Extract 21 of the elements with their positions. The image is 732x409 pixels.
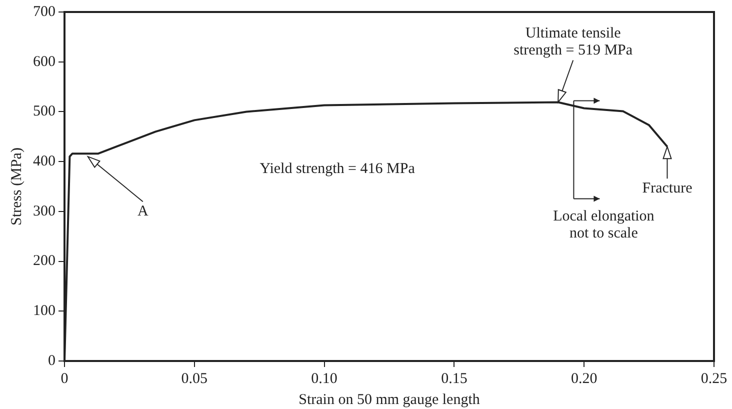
annotation: Local elongation not to scale: [553, 208, 655, 242]
y-tick-label: 0: [48, 352, 56, 369]
x-axis-title: Strain on 50 mm gauge length: [298, 392, 480, 408]
x-tick-label: 0.15: [441, 370, 468, 387]
annotation: Ultimate tensile strength = 519 MPa: [514, 26, 633, 59]
x-tick-label: 0.10: [311, 370, 338, 387]
annotation: Yield strength = 416 MPa: [260, 160, 416, 177]
annotation: A: [137, 204, 148, 220]
y-tick-label: 300: [33, 203, 56, 220]
x-tick-label: 0.25: [700, 370, 728, 387]
x-tick-label: 0.05: [181, 370, 208, 387]
y-tick-label: 500: [33, 104, 56, 120]
y-tick-label: 700: [33, 4, 56, 20]
x-tick-label: 0: [60, 370, 68, 387]
y-tick-label: 400: [33, 154, 56, 170]
x-tick-label: 0.20: [570, 370, 598, 387]
y-axis-title: Stress (MPa): [8, 148, 25, 226]
annotation: Fracture: [642, 180, 693, 197]
y-tick-label: 200: [33, 253, 56, 270]
y-tick-label: 600: [33, 54, 56, 70]
y-tick-label: 100: [33, 303, 56, 320]
